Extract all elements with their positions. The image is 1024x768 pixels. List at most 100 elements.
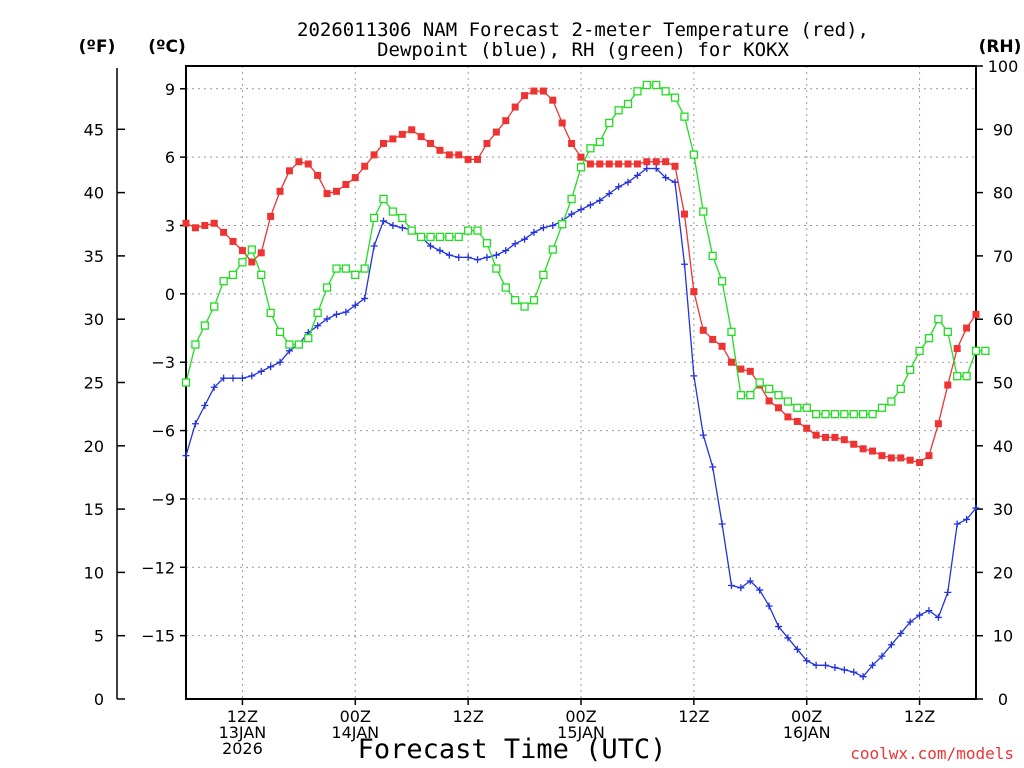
- data-point: [652, 80, 661, 90]
- celsius-tick-label: −15: [141, 627, 175, 646]
- data-point: [351, 270, 360, 280]
- data-point: [577, 206, 585, 214]
- data-point: [463, 226, 473, 235]
- celsius-tick-label: −6: [151, 422, 175, 441]
- data-point: [370, 242, 378, 250]
- watermark: coolwx.com/models: [850, 744, 1014, 763]
- data-point: [323, 315, 331, 323]
- data-point: [775, 404, 782, 412]
- data-point: [549, 96, 557, 104]
- data-point: [181, 378, 191, 387]
- data-point: [398, 130, 406, 138]
- data-point: [662, 158, 670, 166]
- data-point: [737, 365, 745, 373]
- data-point: [473, 226, 482, 235]
- data-point: [267, 212, 275, 220]
- data-point: [586, 144, 595, 153]
- data-point: [445, 151, 453, 159]
- data-point: [380, 217, 387, 225]
- x-tick-label: 12Z: [904, 707, 935, 726]
- data-point: [276, 187, 284, 195]
- data-point: [182, 219, 190, 227]
- fahrenheit-axis: 0 5 10 15 20 25 30 35 40 45: [84, 68, 125, 709]
- data-point: [436, 247, 444, 255]
- x-axis-title: Forecast Time (UTC): [358, 734, 667, 765]
- data-point: [586, 160, 594, 168]
- data-point: [454, 232, 463, 242]
- plot-frame: [185, 65, 977, 700]
- data-point: [783, 397, 793, 406]
- data-point: [539, 87, 547, 95]
- data-point: [257, 270, 266, 280]
- rh-tick-label: 10: [993, 627, 1013, 646]
- data-point: [417, 133, 425, 141]
- data-point: [916, 458, 924, 466]
- data-point: [727, 327, 736, 337]
- data-point: [474, 155, 482, 163]
- data-point: [868, 409, 877, 419]
- data-point: [962, 372, 971, 381]
- data-point: [671, 162, 679, 170]
- data-point: [502, 247, 510, 255]
- data-point: [521, 92, 529, 100]
- data-point: [764, 384, 774, 393]
- data-point: [530, 87, 538, 95]
- data-point: [220, 228, 228, 236]
- data-point: [332, 187, 340, 195]
- data-point: [229, 237, 237, 245]
- data-point: [238, 374, 246, 382]
- data-point: [435, 232, 445, 242]
- data-point: [445, 232, 454, 242]
- data-point: [398, 213, 407, 223]
- data-point: [210, 302, 219, 311]
- data-point: [388, 207, 398, 216]
- data-point: [605, 118, 614, 128]
- data-point: [718, 342, 726, 350]
- data-point: [191, 224, 199, 232]
- data-point: [200, 321, 209, 330]
- data-point: [831, 433, 839, 441]
- data-point: [502, 117, 510, 125]
- data-point: [971, 346, 981, 356]
- data-point: [924, 334, 934, 343]
- data-point: [568, 210, 576, 218]
- data-point: [408, 126, 416, 134]
- data-point: [248, 372, 256, 380]
- fahrenheit-tick-label: 5: [94, 627, 104, 646]
- data-point: [275, 327, 285, 337]
- data-point: [981, 346, 990, 356]
- data-point: [897, 454, 905, 462]
- fahrenheit-tick-label: 20: [84, 437, 104, 456]
- data-point: [398, 224, 406, 232]
- data-point: [624, 160, 632, 168]
- data-point: [906, 618, 914, 626]
- fahrenheit-tick-label: 10: [84, 563, 104, 582]
- data-point: [642, 80, 651, 90]
- series-2-meter-temperature: [182, 87, 980, 466]
- data-point: [455, 151, 463, 159]
- data-point: [934, 315, 943, 324]
- data-point: [558, 220, 567, 229]
- data-point: [351, 174, 359, 182]
- x-tick-label: 12Z: [452, 707, 483, 726]
- x-tick-label: 2026: [222, 739, 263, 758]
- data-point: [887, 641, 895, 649]
- data-point: [830, 409, 840, 419]
- data-point: [314, 322, 322, 330]
- data-point: [492, 128, 500, 136]
- data-point: [285, 167, 293, 175]
- x-tick-label: 00Z: [340, 707, 371, 726]
- data-point: [765, 602, 773, 610]
- data-point: [765, 397, 773, 405]
- rh-tick-label: 60: [993, 310, 1013, 329]
- data-point: [314, 171, 322, 179]
- series-dewpoint: [182, 165, 980, 681]
- data-point: [934, 613, 942, 621]
- fahrenheit-tick-label: 25: [84, 374, 104, 393]
- data-point: [878, 452, 886, 460]
- celsius-tick-label: 6: [165, 148, 175, 167]
- data-point: [474, 256, 482, 264]
- celsius-axis: −15 −12 −9 −6 −3 0 3 6 9: [141, 80, 186, 646]
- celsius-tick-label: −9: [151, 490, 175, 509]
- rh-tick-label: 0: [998, 690, 1008, 709]
